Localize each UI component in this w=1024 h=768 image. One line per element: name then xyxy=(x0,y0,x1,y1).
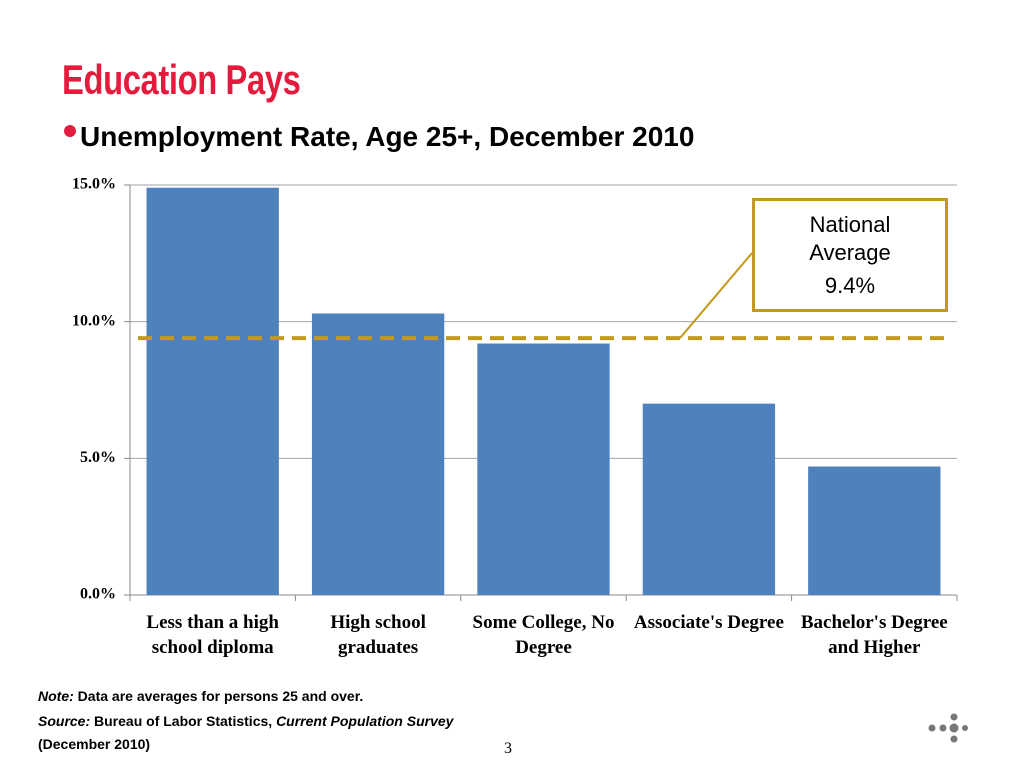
slide-title: Education Pays xyxy=(62,56,301,103)
y-tick-label: 0.0% xyxy=(80,586,116,603)
bar xyxy=(477,343,610,595)
page-number: 3 xyxy=(504,740,512,757)
annotation: National Average 9.4% xyxy=(752,198,948,312)
annotation-name: National Average xyxy=(809,212,891,265)
slide-subtitle: Unemployment Rate, Age 25+, December 201… xyxy=(80,121,695,152)
x-tick-label: Bachelor's Degree and Higher xyxy=(800,612,948,658)
source: Source: Bureau of Labor Statistics, Curr… xyxy=(38,713,453,729)
note: Note: Data are averages for persons 25 a… xyxy=(38,688,363,704)
y-tick-label: 10.0% xyxy=(72,312,116,329)
x-tick-label: Associate's Degree xyxy=(633,612,784,633)
x-tick-label: Some College, No Degree xyxy=(472,612,615,658)
source-date: (December 2010) xyxy=(38,736,151,752)
y-tick-label: 5.0% xyxy=(80,449,116,466)
note-label: Note: xyxy=(38,688,74,704)
source-text: Bureau of Labor Statistics, xyxy=(94,713,273,729)
x-tick-label: High school graduates xyxy=(330,612,426,658)
bar xyxy=(146,187,279,595)
bar xyxy=(642,403,776,595)
source-label: Source: xyxy=(38,713,91,729)
bar xyxy=(311,313,445,595)
logo xyxy=(928,713,968,743)
y-tick-label: 15.0% xyxy=(72,176,116,193)
source-publication: Current Population Survey xyxy=(276,713,454,729)
annotation-leader xyxy=(679,252,753,339)
bullet xyxy=(64,125,76,137)
x-tick-label: Less than a high school diploma xyxy=(146,612,279,658)
annotation-value: 9.4% xyxy=(824,273,876,298)
bar xyxy=(808,466,941,595)
note-text: Data are averages for persons 25 and ove… xyxy=(77,688,364,704)
